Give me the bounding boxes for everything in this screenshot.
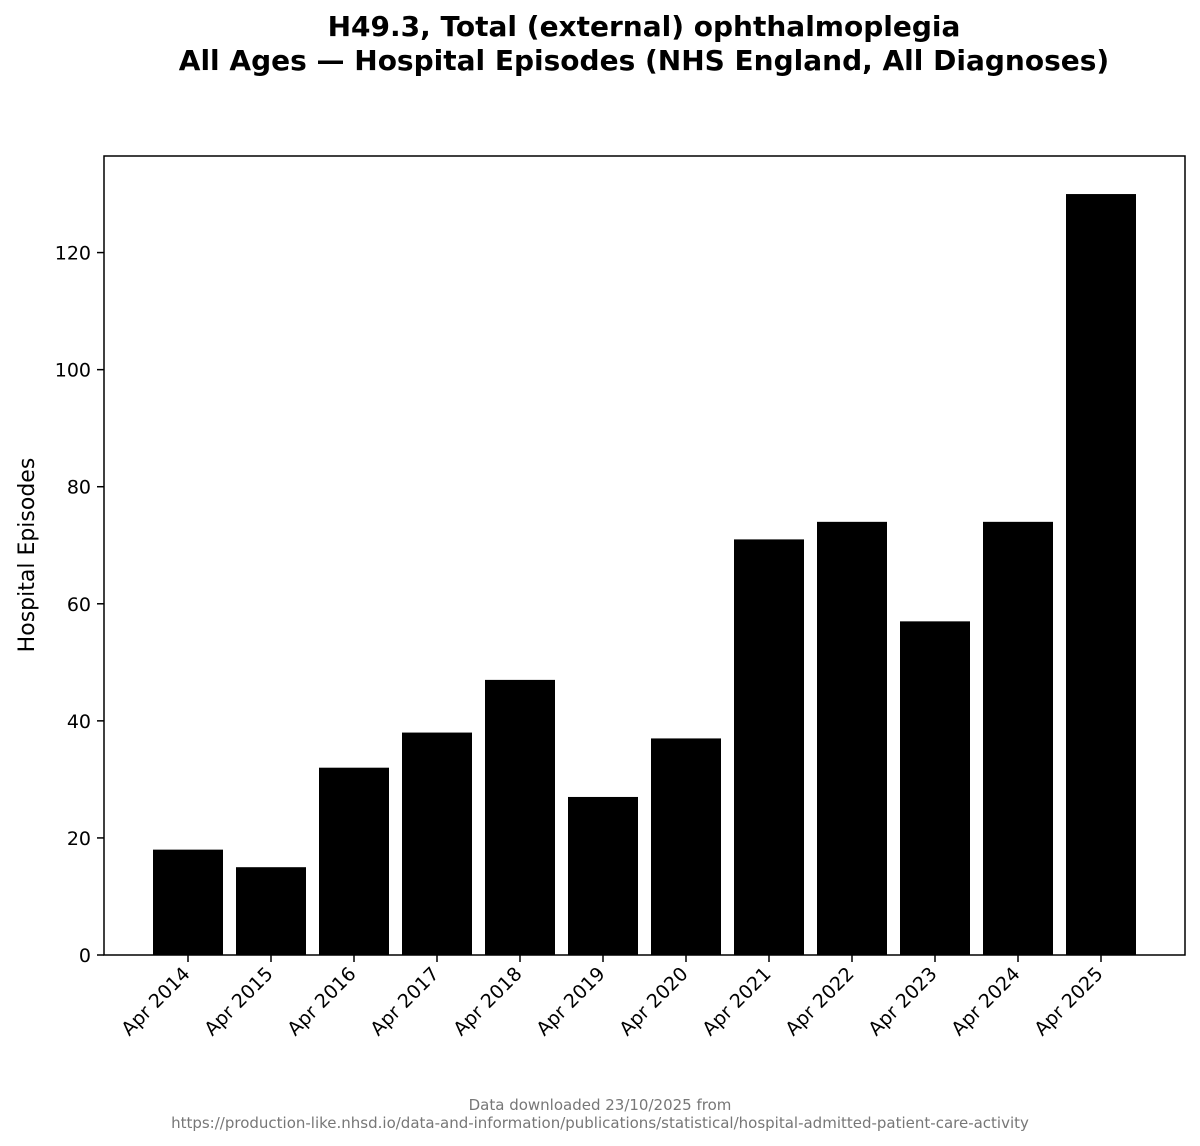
bar bbox=[236, 867, 306, 955]
bar-chart: 0 20 40 60 80 100 120 Apr 2014 Apr 2015 Apr 2016… bbox=[15, 155, 1186, 1040]
x-tick-label: Apr 2021 bbox=[698, 963, 775, 1040]
x-tick-label: Apr 2025 bbox=[1030, 963, 1107, 1040]
y-tick-label: 40 bbox=[67, 711, 91, 733]
y-axis-label: Hospital Episodes bbox=[15, 458, 40, 653]
bar bbox=[900, 621, 970, 955]
chart-subtitle: All Ages — Hospital Episodes (NHS Englan… bbox=[178, 44, 1110, 77]
bar bbox=[319, 767, 389, 955]
bar bbox=[1066, 194, 1136, 956]
y-tick-label: 120 bbox=[55, 243, 91, 265]
y-tick-label: 100 bbox=[55, 360, 91, 382]
plot-frame bbox=[103, 155, 1186, 956]
x-tick-label: Apr 2019 bbox=[532, 963, 609, 1040]
footer-source-line: Data downloaded 23/10/2025 from bbox=[468, 1096, 732, 1114]
bar bbox=[568, 796, 638, 955]
x-tick-label: Apr 2016 bbox=[283, 963, 360, 1040]
bar bbox=[734, 539, 804, 955]
footer-url: https://production-like.nhsd.io/data-and… bbox=[171, 1114, 1029, 1132]
y-tick-label: 20 bbox=[67, 828, 91, 850]
x-tick-label: Apr 2018 bbox=[449, 963, 526, 1040]
bar bbox=[651, 738, 721, 955]
x-tick-label: Apr 2022 bbox=[781, 963, 858, 1040]
bar bbox=[153, 849, 223, 955]
x-tick-label: Apr 2024 bbox=[947, 963, 1024, 1040]
x-tick-label: Apr 2017 bbox=[366, 963, 443, 1040]
chart-title: H49.3, Total (external) ophthalmoplegia bbox=[327, 10, 961, 43]
bar bbox=[983, 521, 1053, 955]
y-tick-label: 0 bbox=[79, 945, 91, 967]
bar bbox=[402, 732, 472, 955]
x-tick-label: Apr 2015 bbox=[200, 963, 277, 1040]
y-tick-label: 80 bbox=[67, 477, 91, 499]
bar bbox=[485, 679, 555, 955]
x-tick-label: Apr 2014 bbox=[117, 963, 194, 1040]
x-tick-label: Apr 2020 bbox=[615, 963, 692, 1040]
y-tick-label: 60 bbox=[67, 594, 91, 616]
bar bbox=[817, 521, 887, 955]
x-tick-label: Apr 2023 bbox=[864, 963, 941, 1040]
